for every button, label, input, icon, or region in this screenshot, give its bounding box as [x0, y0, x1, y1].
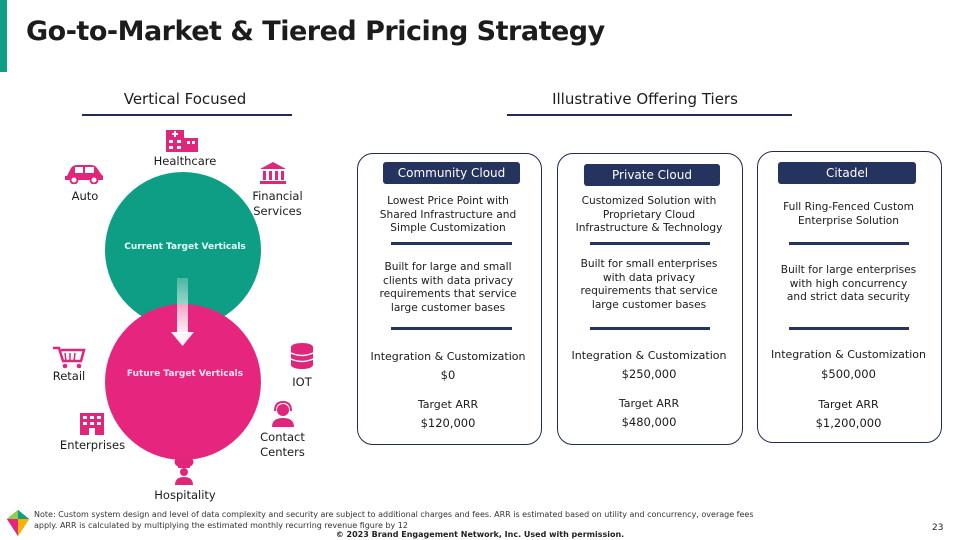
offering-tiers-heading: Illustrative Offering Tiers [552, 90, 738, 108]
page-number: 23 [932, 523, 944, 533]
left-heading-rule [82, 114, 292, 116]
tier-header-citadel: Citadel [778, 162, 916, 184]
page-title: Go-to-Market & Tiered Pricing Strategy [26, 16, 605, 47]
verticals-graphic [105, 172, 261, 460]
retail-label: Retail [52, 369, 86, 383]
tier-audience-citadel: Built for large enterprises with high co… [780, 264, 917, 303]
healthcare-label: Healthcare [153, 154, 217, 168]
tier-divider [391, 327, 512, 330]
arr-value-community-cloud: $120,000 [420, 416, 476, 430]
tier-audience-community-cloud: Built for large and small clients with d… [379, 261, 517, 314]
current-verticals-circle [105, 172, 261, 328]
tier-description-citadel: Full Ring-Fenced Custom Enterprise Solut… [783, 201, 914, 227]
integration-label-citadel: Integration & Customization [771, 348, 926, 361]
accent-bar [0, 0, 7, 72]
tier-divider [789, 327, 909, 330]
future-verticals-circle [105, 304, 261, 460]
hospitality-label: Hospitality [154, 488, 216, 502]
auto-label: Auto [71, 189, 99, 203]
integration-label-community-cloud: Integration & Customization [370, 350, 526, 363]
integration-price-community-cloud: $0 [440, 368, 456, 382]
arr-value-private-cloud: $480,000 [621, 415, 677, 429]
tier-description-private-cloud: Customized Solution with Proprietary Clo… [575, 195, 723, 234]
future-target-label: Future Target Verticals [126, 369, 244, 379]
tier-divider [590, 327, 710, 330]
arr-label-citadel: Target ARR [818, 398, 879, 411]
tier-audience-private-cloud: Built for small enterprises with data pr… [580, 258, 718, 311]
arr-label-private-cloud: Target ARR [618, 397, 680, 410]
down-arrow-icon [171, 278, 194, 346]
tier-divider [590, 242, 710, 245]
vertical-focused-heading: Vertical Focused [123, 90, 247, 108]
tier-description-community-cloud: Lowest Price Point with Shared Infrastru… [379, 195, 517, 234]
integration-price-private-cloud: $250,000 [621, 367, 677, 381]
database-cloud-icon [290, 343, 314, 369]
current-target-label: Current Target Verticals [124, 242, 246, 252]
tier-card-private-cloud [557, 153, 743, 445]
right-heading-rule [507, 114, 792, 116]
iot-label: IOT [292, 375, 312, 389]
chef-icon [174, 456, 194, 485]
tier-header-private-cloud: Private Cloud [584, 164, 720, 186]
tier-header-community-cloud: Community Cloud [383, 162, 520, 184]
tier-card-community-cloud [357, 153, 542, 445]
contact-centers-label: Contact Centers [260, 430, 305, 459]
car-icon [65, 165, 103, 184]
integration-label-private-cloud: Integration & Customization [571, 349, 727, 362]
copyright-notice: © 2023 Brand Engagement Network, Inc. Us… [335, 530, 625, 539]
bank-icon [260, 162, 286, 184]
tier-divider [391, 242, 512, 245]
enterprises-label: Enterprises [59, 438, 126, 452]
arr-value-citadel: $1,200,000 [815, 416, 882, 430]
financial-services-label: Financial Services [252, 189, 303, 218]
headset-agent-icon [272, 400, 294, 427]
brand-logo-icon [7, 510, 29, 536]
tier-card-citadel [757, 151, 942, 443]
arr-label-community-cloud: Target ARR [417, 398, 479, 411]
office-building-icon [80, 413, 104, 435]
tier-divider [789, 242, 909, 245]
footnote: Note: Custom system design and level of … [34, 510, 754, 530]
integration-price-citadel: $500,000 [821, 367, 876, 381]
shopping-cart-icon [53, 346, 86, 369]
hospital-icon [166, 130, 198, 152]
